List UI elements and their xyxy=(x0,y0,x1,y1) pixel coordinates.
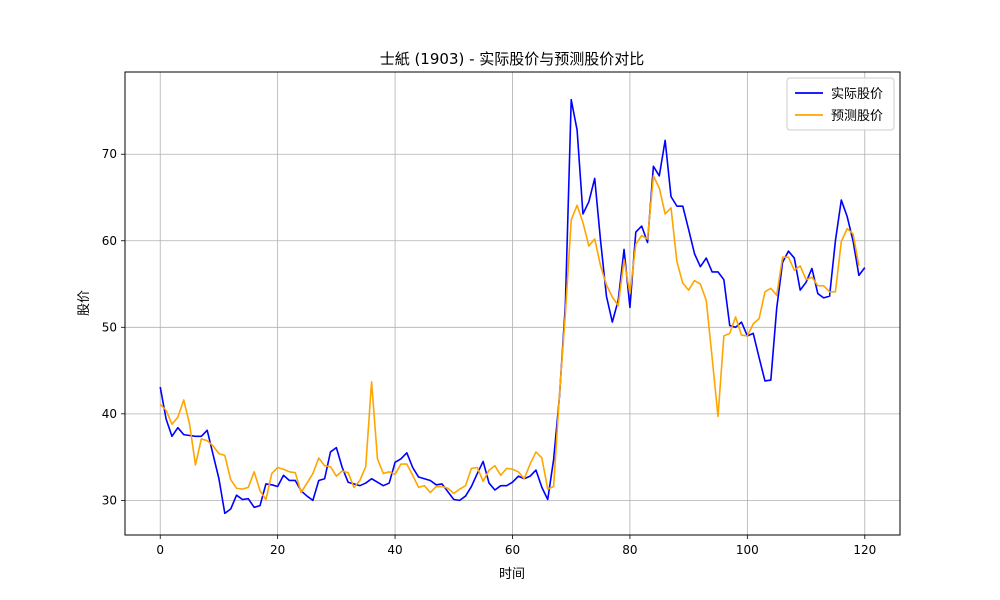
y-tick-label: 60 xyxy=(102,234,117,248)
x-axis-label: 时间 xyxy=(499,567,525,582)
x-tick-label: 80 xyxy=(622,543,637,557)
y-tick-label: 50 xyxy=(102,320,117,334)
x-tick-label: 120 xyxy=(853,543,876,557)
series-group xyxy=(159,98,866,515)
x-tick-label: 60 xyxy=(505,543,520,557)
x-tick-label: 0 xyxy=(156,543,164,557)
x-tick-label: 20 xyxy=(270,543,285,557)
legend-label-0: 实际股价 xyxy=(831,87,883,102)
grid xyxy=(125,72,900,535)
legend-label-1: 预测股价 xyxy=(831,109,883,124)
y-axis-label: 股价 xyxy=(77,290,92,316)
y-tick-label: 30 xyxy=(102,493,117,507)
y-tick-label: 40 xyxy=(102,407,117,421)
series-line-1 xyxy=(159,175,860,501)
ticks: 0 20 40 60 80 100 120 30 40 50 60 70 xyxy=(102,147,877,557)
chart-title: 士紙 (1903) - 实际股价与预测股价对比 xyxy=(380,50,645,68)
x-tick-label: 40 xyxy=(387,543,402,557)
legend-box xyxy=(786,77,895,131)
x-tick-label: 100 xyxy=(736,543,759,557)
y-tick-label: 70 xyxy=(102,147,117,161)
